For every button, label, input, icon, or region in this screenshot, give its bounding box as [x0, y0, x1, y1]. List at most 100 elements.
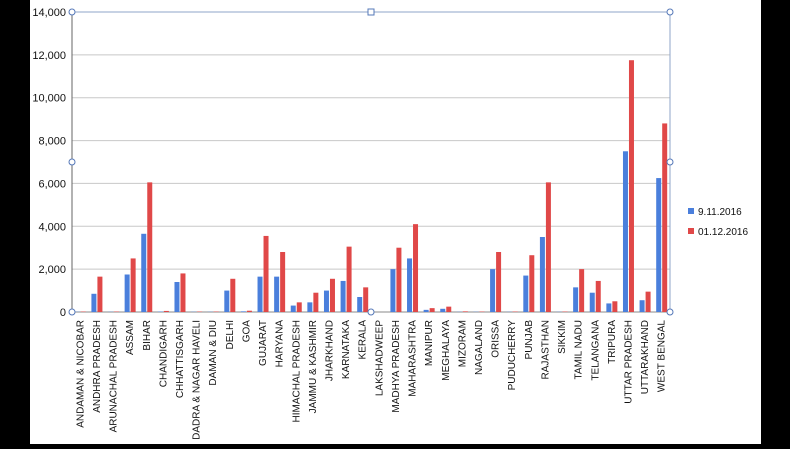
bar-series-2	[413, 224, 418, 312]
y-tick-label: 4,000	[38, 221, 66, 233]
bar-series-2	[496, 252, 501, 312]
bar-series-2	[347, 247, 352, 312]
x-tick-label: BIHAR	[142, 320, 153, 351]
bar-series-1	[523, 276, 528, 312]
x-tick-label: MAHARASHTRA	[408, 320, 419, 397]
bar-chart: 02,0004,0006,0008,00010,00012,00014,000 …	[30, 0, 761, 444]
x-tick-label: HIMACHAL PRADESH	[291, 320, 302, 422]
resize-handle[interactable]	[69, 159, 75, 165]
x-tick-label: DADRA & NAGAR HAVELI	[192, 320, 203, 440]
bar-series-1	[424, 310, 429, 312]
x-tick-label: WEST BENGAL	[657, 320, 668, 392]
resize-handle[interactable]	[368, 309, 374, 315]
bar-series-1	[390, 269, 395, 312]
bar-series-2	[579, 269, 584, 312]
resize-handle[interactable]	[667, 9, 673, 15]
bar-series-2	[430, 308, 435, 312]
bar-series-1	[590, 293, 595, 312]
resize-handle[interactable]	[667, 309, 673, 315]
x-tick-label: ANDHRA PRADESH	[92, 320, 103, 413]
x-tick-label: ORISSA	[491, 320, 502, 358]
legend-swatch	[688, 228, 694, 234]
bar-series-1	[291, 306, 296, 312]
bar-series-1	[125, 275, 130, 313]
bar-series-1	[540, 237, 545, 312]
bar-series-2	[330, 279, 335, 312]
resize-handle[interactable]	[69, 9, 75, 15]
bar-series-1	[357, 297, 362, 312]
bar-series-2	[363, 287, 368, 312]
bar-series-1	[274, 277, 279, 312]
resize-handle[interactable]	[667, 159, 673, 165]
resize-handle[interactable]	[69, 309, 75, 315]
bar-series-2	[180, 273, 185, 312]
bar-series-1	[91, 294, 96, 312]
x-tick-label: LAKSHADWEEP	[374, 320, 385, 396]
x-tick-label: PUNJAB	[524, 320, 535, 360]
bar-series-2	[164, 311, 169, 312]
bar-series-2	[596, 281, 601, 312]
bar-series-1	[174, 282, 179, 312]
x-tick-label: ASSAM	[125, 320, 136, 355]
bar-series-1	[241, 311, 246, 312]
x-tick-label: SIKKIM	[557, 320, 568, 354]
x-tick-label: DELHI	[225, 320, 236, 349]
bar-series-1	[307, 302, 312, 312]
bar-series-2	[230, 279, 235, 312]
x-tick-label: GUJARAT	[258, 320, 269, 366]
grid-lines	[72, 12, 670, 312]
x-tick-label: ANDAMAN & NICOBAR	[75, 320, 86, 428]
bar-series-2	[662, 123, 667, 312]
y-tick-label: 0	[60, 307, 66, 319]
bar-series-1	[141, 234, 146, 312]
x-tick-label: GOA	[241, 320, 252, 343]
x-tick-label: PUDUCHERRY	[507, 320, 518, 391]
x-tick-label: TAMIL NADU	[574, 320, 585, 379]
y-tick-label: 6,000	[38, 178, 66, 190]
y-tick-label: 12,000	[32, 50, 66, 62]
x-tick-label: MEGHALAYA	[441, 320, 452, 381]
bar-series-2	[612, 301, 617, 312]
bar-series-2	[297, 302, 302, 312]
bar-series-2	[313, 293, 318, 312]
x-tick-label: CHHATTISGARH	[175, 320, 186, 398]
bar-series-2	[131, 258, 136, 312]
x-tick-label: JAMMU & KASHMIR	[308, 320, 319, 413]
bar-series-1	[656, 178, 661, 312]
bar-series-1	[640, 300, 645, 312]
bar-series-2	[629, 60, 634, 312]
x-tick-label: NAGALAND	[474, 320, 485, 375]
bar-series-1	[440, 309, 445, 312]
y-tick-label: 10,000	[32, 93, 66, 105]
x-tick-label: TRIPURA	[607, 320, 618, 364]
bar-series-1	[573, 287, 578, 312]
y-tick-label: 8,000	[38, 136, 66, 148]
x-tick-label: KARNATAKA	[341, 320, 352, 379]
x-tick-label: DAMAN & DIU	[208, 320, 219, 386]
bar-series-1	[258, 277, 263, 312]
bar-series-1	[341, 281, 346, 312]
bar-series-1	[407, 258, 412, 312]
y-tick-label: 2,000	[38, 264, 66, 276]
legend-label: 9.11.2016	[698, 207, 742, 218]
bar-series-2	[396, 248, 401, 312]
bar-series-2	[463, 311, 468, 312]
bar-series-2	[247, 311, 252, 312]
bar-series-2	[147, 182, 152, 312]
bar-series-1	[623, 151, 628, 312]
bar-series-2	[280, 252, 285, 312]
x-tick-label: MIZORAM	[457, 320, 468, 367]
bar-series-2	[529, 255, 534, 312]
x-tick-label: JHARKHAND	[324, 320, 335, 381]
x-tick-label: TELANGANA	[590, 320, 601, 381]
x-tick-label: UTTARAKHAND	[640, 320, 651, 394]
resize-handle[interactable]	[368, 9, 374, 15]
bar-series-1	[490, 269, 495, 312]
x-tick-label: MANIPUR	[424, 320, 435, 366]
bar-series-2	[546, 182, 551, 312]
